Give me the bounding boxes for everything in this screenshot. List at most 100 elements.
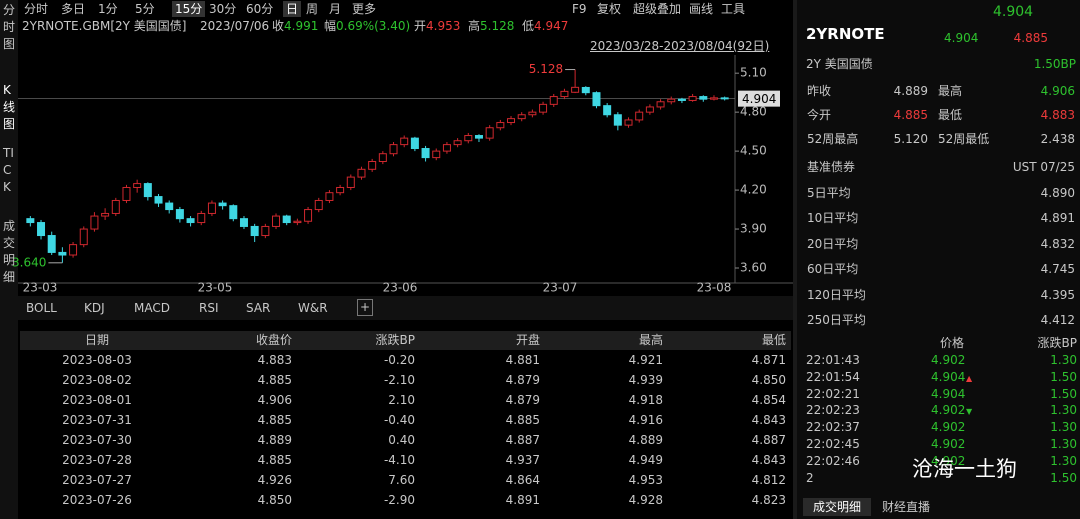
cell: -2.10 <box>383 373 415 387</box>
candle-body <box>47 235 56 253</box>
candle-body <box>464 135 473 142</box>
candle-body <box>79 228 88 246</box>
tool-button[interactable]: 画线 <box>689 2 714 16</box>
bottom-tab[interactable]: 成交明细 <box>803 498 872 516</box>
candle-body <box>122 186 131 201</box>
indicator-tab[interactable]: KDJ <box>84 301 105 315</box>
date-range: 2023/03/28-2023/08/04(92日) <box>590 39 770 53</box>
trade-price: 4.902 <box>931 353 966 367</box>
stat-value: 4.890 <box>1040 185 1075 200</box>
indicator-tab[interactable]: W&R <box>298 301 328 315</box>
candle-body <box>560 90 569 98</box>
candle-body <box>528 111 537 116</box>
indicator-tab[interactable]: SAR <box>246 301 271 315</box>
tool-button[interactable]: 复权 <box>597 2 622 16</box>
candle-body <box>250 225 259 237</box>
tool-button[interactable]: 超级叠加 <box>633 2 682 16</box>
period-tab[interactable]: 60分 <box>246 2 274 16</box>
cell: 4.885 <box>505 413 540 427</box>
candle-body <box>453 140 462 146</box>
stat-label: 5日平均 <box>807 185 851 200</box>
y-tick-label: 4.50 <box>740 144 767 158</box>
period-tab[interactable]: 月 <box>329 2 342 16</box>
cell: 2023-08-02 <box>62 373 132 387</box>
period-tab[interactable]: 更多 <box>352 2 377 16</box>
info-label: 低 <box>522 19 535 33</box>
candle-body <box>709 97 718 100</box>
trade-change: 1.30 <box>1050 403 1077 418</box>
divider <box>793 0 797 519</box>
candle-body <box>346 176 355 188</box>
stat-label: 52周最低 <box>938 132 990 146</box>
cell: 4.926 <box>257 473 292 487</box>
candle-body <box>571 86 580 93</box>
stat-label: 最高 <box>938 84 963 98</box>
candle-body <box>442 144 451 152</box>
cell: 4.918 <box>628 393 663 407</box>
period-tab[interactable]: 5分 <box>135 2 155 16</box>
tool-button[interactable]: F9 <box>572 2 587 16</box>
period-tab[interactable]: 周 <box>306 2 319 16</box>
candle-body <box>421 148 430 159</box>
indicator-tab[interactable]: BOLL <box>26 301 57 315</box>
candle-body <box>239 218 248 227</box>
candle-body <box>133 183 142 188</box>
bottom-tab[interactable]: 财经直播 <box>882 500 931 514</box>
stat-label: 最低 <box>938 108 963 122</box>
cell: -0.40 <box>383 413 415 427</box>
trade-change: 1.50 <box>1050 386 1077 401</box>
y-tick-label: 3.90 <box>740 222 767 236</box>
period-tab[interactable]: 分时 <box>24 2 49 16</box>
stat-label: 昨收 <box>807 84 832 98</box>
indicator-tab[interactable]: MACD <box>134 301 170 315</box>
stat-value: 4.832 <box>1040 236 1075 251</box>
quote-last: 4.904 <box>944 31 979 45</box>
candle-body <box>293 220 302 224</box>
sidebar-tab[interactable]: K线图 <box>3 83 16 131</box>
stat-value: 4.745 <box>1040 262 1075 276</box>
candle-body <box>592 92 601 107</box>
trade-change: 1.30 <box>1050 437 1077 451</box>
tool-button[interactable]: 工具 <box>721 2 746 16</box>
indicator-tab[interactable]: RSI <box>199 301 219 315</box>
candle-body <box>69 244 78 256</box>
cell: 4.843 <box>751 453 786 467</box>
cell: 7.60 <box>388 473 415 487</box>
cell: 4.921 <box>628 353 663 367</box>
candle-body <box>186 218 195 224</box>
cell: 4.864 <box>505 473 540 487</box>
cell: 2023-08-01 <box>62 393 132 407</box>
trade-price: 4.902 <box>931 437 966 451</box>
sidebar-tab[interactable]: 分时图 <box>3 3 16 51</box>
cell: 4.887 <box>505 433 540 447</box>
trade-change: 1.30 <box>1050 353 1077 367</box>
period-tab[interactable]: 多日 <box>61 2 86 16</box>
sidebar-tab[interactable]: TICK <box>3 146 14 194</box>
candle-body <box>165 202 174 211</box>
trade-price: 4.904 <box>931 369 966 384</box>
info-value: 4.991 <box>284 19 319 33</box>
candle-body <box>218 202 227 207</box>
cell: 4.937 <box>505 453 540 467</box>
candle-body <box>26 218 35 224</box>
trade-time: 22:02:21 <box>806 386 860 401</box>
period-tab[interactable]: 15分 <box>172 1 206 17</box>
trade-time: 22:02:37 <box>806 420 860 435</box>
sidebar-tab[interactable]: 成交明细 <box>3 219 16 284</box>
cell: -4.10 <box>383 453 415 467</box>
stat-value: 4.891 <box>1040 211 1075 225</box>
info-value: 4.953 <box>426 19 461 33</box>
candle-body <box>207 202 216 214</box>
add-indicator[interactable]: + <box>357 299 373 316</box>
period-tab[interactable]: 30分 <box>209 2 237 16</box>
period-tab[interactable]: 日 <box>283 1 302 17</box>
cell: 4.881 <box>505 353 540 367</box>
cell: 4.885 <box>257 413 292 427</box>
cell: 4.949 <box>628 453 663 467</box>
period-tab[interactable]: 1分 <box>98 2 118 16</box>
candle-body <box>432 150 441 159</box>
cell: 4.906 <box>257 393 292 407</box>
trade-change: 1.30 <box>1050 420 1077 435</box>
x-tick-label: 23-05 <box>198 281 233 295</box>
